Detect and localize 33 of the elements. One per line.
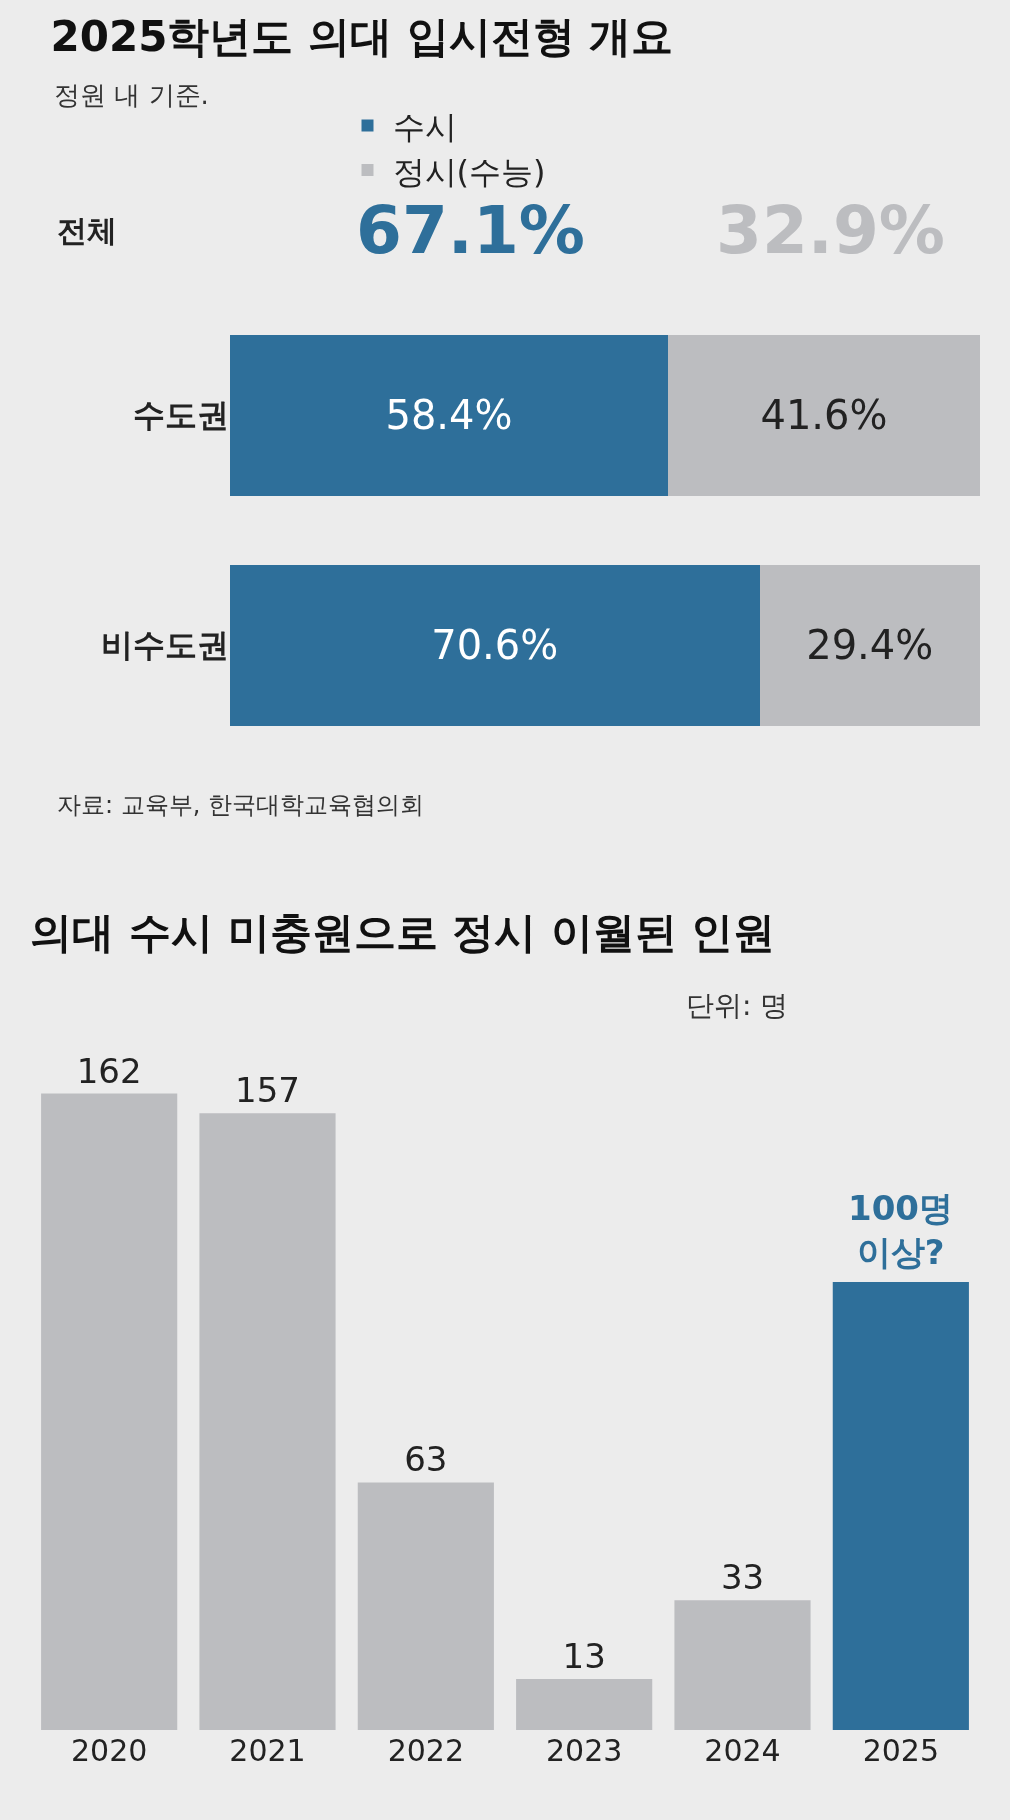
data-label: 157 — [235, 1070, 300, 1111]
x-tick-label: 2023 — [545, 1733, 623, 1768]
data-label: 162 — [76, 1050, 142, 1091]
y-tick-label: 비수도권 — [101, 626, 229, 665]
bar — [832, 1282, 969, 1730]
x-tick-label: 2020 — [70, 1733, 148, 1768]
data-label: 13 — [562, 1635, 606, 1676]
x-tick-label: 2021 — [229, 1733, 306, 1768]
data-label: 29.4% — [806, 622, 934, 668]
chart-title: 2025학년도 의대 입시전형 개요 — [50, 12, 674, 62]
data-label: 33 — [720, 1557, 765, 1598]
chart-title: 의대 수시 미충원으로 정시 이월된 인원 — [30, 907, 776, 957]
x-tick-label: 2024 — [704, 1733, 781, 1768]
data-label: 58.4% — [385, 392, 513, 438]
x-tick-label: 2025 — [862, 1733, 940, 1768]
y-tick-label: 수도권 — [133, 396, 229, 435]
text: 단위: 명 — [686, 989, 789, 1022]
data-label: 63 — [404, 1439, 448, 1480]
bar — [357, 1482, 494, 1730]
x-tick-label: 2022 — [387, 1733, 465, 1768]
annotation: 100명 이상? — [848, 1188, 953, 1273]
chart-subtitle: 정원 내 기준. — [54, 80, 209, 110]
bar — [199, 1113, 336, 1730]
legend-label: 정시(수능) — [392, 152, 546, 191]
text: 67.1% — [356, 192, 585, 269]
data-label: 41.6% — [760, 392, 888, 438]
text: 자료: 교육부, 한국대학교육협의회 — [57, 791, 424, 819]
bar — [516, 1678, 653, 1730]
bar — [674, 1600, 811, 1730]
text: 전체 — [57, 213, 117, 248]
data-label: 70.6% — [431, 622, 559, 668]
bar — [41, 1093, 178, 1730]
legend-label: 수시 — [392, 107, 457, 146]
